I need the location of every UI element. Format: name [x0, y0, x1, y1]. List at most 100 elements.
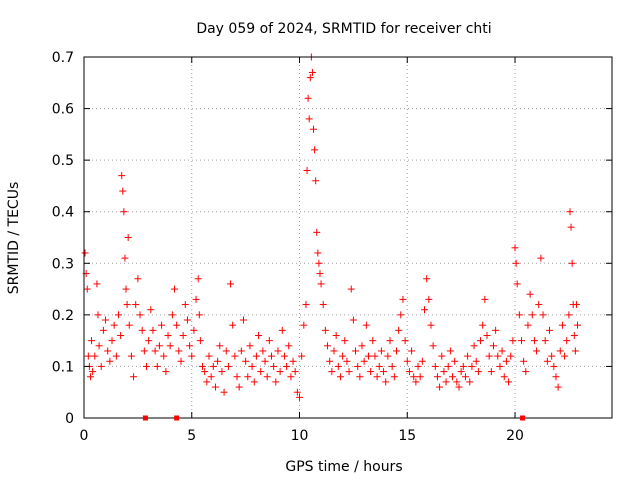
data-point — [272, 378, 280, 386]
data-point — [104, 347, 112, 355]
x-tick-label: 20 — [506, 428, 524, 444]
data-point — [237, 347, 245, 355]
data-point — [285, 342, 293, 350]
data-point — [118, 172, 126, 180]
data-point — [498, 347, 506, 355]
data-point — [390, 373, 398, 381]
data-point — [304, 94, 312, 102]
data-point — [173, 321, 181, 329]
data-point — [259, 347, 267, 355]
data-point — [414, 362, 422, 370]
data-point — [123, 301, 131, 309]
data-point — [246, 342, 254, 350]
data-point — [316, 270, 324, 278]
data-point — [110, 321, 118, 329]
data-point — [162, 368, 170, 376]
data-point — [552, 373, 560, 381]
data-point — [541, 337, 549, 345]
data-point — [263, 373, 271, 381]
data-point — [168, 311, 176, 319]
data-point — [492, 326, 500, 334]
data-point — [326, 357, 334, 365]
data-point — [343, 357, 351, 365]
data-point — [164, 331, 172, 339]
x-tick-label: 0 — [80, 428, 89, 444]
data-point — [183, 316, 191, 324]
data-point — [442, 378, 450, 386]
data-point — [395, 326, 403, 334]
data-point — [483, 331, 491, 339]
data-point — [386, 337, 394, 345]
data-point — [524, 321, 532, 329]
data-point — [332, 331, 340, 339]
data-point — [195, 311, 203, 319]
data-point — [528, 311, 536, 319]
data-point — [255, 331, 263, 339]
data-point — [457, 368, 465, 376]
data-point — [287, 373, 295, 381]
data-point — [360, 357, 368, 365]
y-tick-label: 0.7 — [52, 50, 74, 66]
y-tick-label: 0.4 — [52, 205, 74, 221]
data-point — [468, 362, 476, 370]
data-point — [216, 342, 224, 350]
data-point — [336, 373, 344, 381]
data-point — [507, 352, 515, 360]
x-tick-label: 5 — [187, 428, 196, 444]
data-point — [509, 337, 517, 345]
data-point — [112, 352, 120, 360]
chart-title: Day 059 of 2024, SRMTID for receiver cht… — [196, 21, 491, 37]
x-tick-label: 15 — [398, 428, 416, 444]
data-point — [312, 177, 320, 185]
data-point — [533, 347, 541, 355]
data-point — [278, 326, 286, 334]
data-point — [401, 337, 409, 345]
data-point — [513, 280, 521, 288]
y-tick-label: 0.5 — [52, 153, 74, 169]
data-point — [220, 388, 228, 396]
y-tick-label: 0.3 — [52, 256, 74, 272]
data-point — [300, 321, 308, 329]
data-point — [86, 373, 94, 381]
data-point — [93, 280, 101, 288]
data-point — [356, 373, 364, 381]
data-point — [108, 337, 116, 345]
data-point — [291, 368, 299, 376]
data-point — [485, 352, 493, 360]
y-tick-label: 0 — [65, 411, 74, 427]
data-point — [550, 362, 558, 370]
data-point — [440, 368, 448, 376]
data-point — [313, 228, 321, 236]
data-point — [511, 244, 519, 252]
data-point — [500, 373, 508, 381]
data-point — [121, 254, 129, 262]
data-point — [455, 383, 463, 391]
data-point — [106, 357, 114, 365]
data-point — [515, 311, 523, 319]
data-point — [408, 347, 416, 355]
data-point — [151, 347, 159, 355]
y-tick-label: 0.6 — [52, 102, 74, 118]
data-point — [201, 368, 209, 376]
data-point — [517, 337, 525, 345]
data-point — [160, 352, 168, 360]
data-point — [496, 362, 504, 370]
data-point — [95, 342, 103, 350]
data-point — [403, 357, 411, 365]
data-point — [466, 378, 474, 386]
data-point — [324, 342, 332, 350]
data-point — [229, 321, 237, 329]
data-point — [451, 357, 459, 365]
data-point — [81, 249, 89, 257]
data-point — [373, 373, 381, 381]
data-point — [196, 337, 204, 345]
data-point — [308, 68, 316, 76]
data-point — [556, 347, 564, 355]
data-point — [305, 115, 313, 123]
data-point — [535, 301, 543, 309]
data-point — [127, 352, 135, 360]
y-tick-label: 0.2 — [52, 308, 74, 324]
grid-lines — [84, 57, 612, 418]
data-point — [341, 337, 349, 345]
data-point — [505, 378, 513, 386]
